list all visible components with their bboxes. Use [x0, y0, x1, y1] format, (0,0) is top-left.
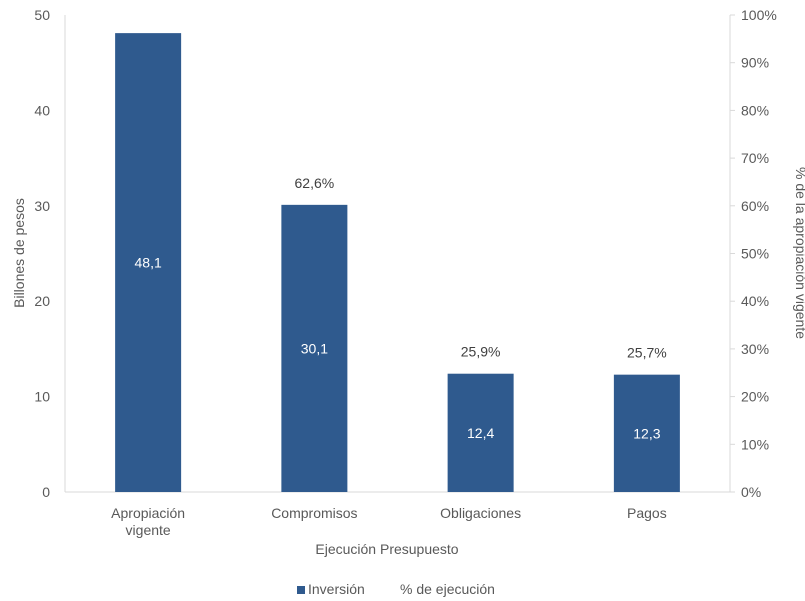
y-tick-label: 50 [34, 7, 50, 23]
y2-tick-label: 80% [741, 102, 769, 118]
y2-tick-label: 20% [741, 389, 769, 405]
y2-axis-title: % de la apropiación vigente [793, 167, 805, 339]
y2-tick-label: 70% [741, 150, 769, 166]
bars [115, 33, 680, 492]
x-tick-label: Compromisos [271, 505, 357, 521]
y-tick-label: 0 [42, 484, 50, 500]
bar-value-label: 48,1 [135, 255, 162, 271]
bar-value-label: 12,4 [467, 425, 494, 441]
y2-tick-label: 10% [741, 436, 769, 452]
y2-tick-labels: 0% 10% 20% 30% 40% 50% 60% 70% 80% 90% 100% [730, 7, 777, 500]
y2-tick-label: 0% [741, 484, 761, 500]
bar-value-label: 12,3 [633, 425, 660, 441]
percent-label: 25,9% [461, 344, 501, 360]
y2-tick-label: 40% [741, 293, 769, 309]
data-labels: 48,1 30,1 62,6% 12,4 25,9% 12,3 25,7% [135, 175, 667, 441]
y2-tick-label: 60% [741, 198, 769, 214]
y-tick-label: 10 [34, 389, 50, 405]
percent-label: 62,6% [295, 175, 335, 191]
legend-swatch-inversion [297, 586, 305, 594]
y-axis-title: Billones de pesos [11, 198, 27, 308]
x-tick-label: vigente [126, 522, 171, 538]
y2-tick-label: 30% [741, 341, 769, 357]
bar [447, 373, 514, 492]
y-tick-labels: 0 10 20 30 40 50 [34, 7, 50, 500]
legend: Inversión % de ejecución [297, 581, 495, 597]
x-axis-title: Ejecución Presupuesto [315, 541, 458, 557]
y-tick-label: 40 [34, 102, 50, 118]
bar-value-label: 30,1 [301, 340, 328, 356]
legend-label-ejecucion: % de ejecución [400, 581, 495, 597]
percent-label: 25,7% [627, 345, 667, 361]
legend-label-inversion: Inversión [308, 581, 365, 597]
y2-tick-label: 50% [741, 246, 769, 262]
bar [613, 374, 680, 492]
x-tick-label: Obligaciones [440, 505, 521, 521]
y2-tick-label: 100% [741, 7, 777, 23]
x-tick-label: Apropiación [111, 505, 185, 521]
x-tick-label: Pagos [627, 505, 667, 521]
bar [281, 204, 348, 492]
y-tick-label: 30 [34, 198, 50, 214]
bar [115, 33, 182, 492]
y2-tick-label: 90% [741, 55, 769, 71]
y-tick-label: 20 [34, 293, 50, 309]
